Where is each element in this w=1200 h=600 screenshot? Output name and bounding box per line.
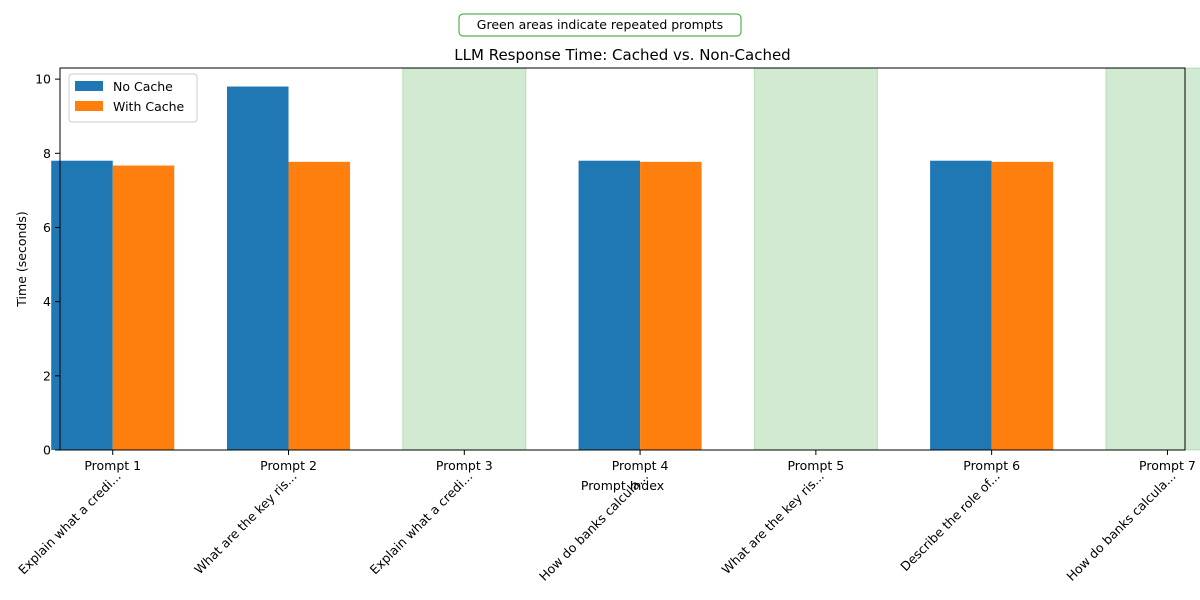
x-axis-label: Prompt Index: [581, 478, 664, 493]
bars: [51, 86, 1054, 451]
x-prompt-snippet: What are the key ris...: [719, 469, 827, 577]
x-prompt-snippet: Describe the role of...: [897, 469, 1002, 574]
bar-with-cache: [640, 161, 702, 451]
x-tick-label: Prompt 3: [436, 458, 493, 473]
y-tick-label: 6: [43, 220, 51, 235]
y-tick-label: 10: [35, 72, 51, 87]
bar-no-cache: [226, 86, 289, 450]
x-tick-label: Prompt 7: [1139, 458, 1196, 473]
x-tick-label: Prompt 2: [260, 458, 317, 473]
bar-with-cache: [991, 161, 1054, 451]
legend-label: With Cache: [113, 99, 185, 114]
legend-swatch: [75, 81, 103, 91]
y-tick-label: 0: [43, 443, 51, 458]
y-tick-label: 8: [43, 146, 51, 161]
x-tick-label: Prompt 6: [963, 458, 1020, 473]
plot-frame: [59, 67, 1186, 451]
highlight-band: [402, 67, 527, 451]
highlight-band: [1105, 67, 1200, 451]
y-tick-label: 2: [43, 368, 51, 383]
y-tick-label: 4: [43, 294, 51, 309]
x-tick-label: Prompt 5: [787, 458, 844, 473]
legend-label: No Cache: [113, 79, 173, 94]
repeated-prompt-highlights: [402, 67, 1200, 451]
y-axis-label: Time (seconds): [14, 211, 29, 307]
x-prompt-snippet: How do banks calcula...: [1063, 469, 1178, 584]
x-prompt-snippet: Explain what a credi...: [367, 469, 476, 578]
bar-no-cache: [930, 160, 992, 450]
x-tick-label: Prompt 4: [612, 458, 669, 473]
legend: No Cache With Cache: [68, 73, 198, 123]
bar-no-cache: [51, 160, 113, 450]
y-axis: 0 2 4 6 8 10: [35, 72, 60, 458]
highlight-band: [753, 67, 878, 451]
annotation-box: Green areas indicate repeated prompts: [458, 13, 742, 37]
annotation-text: Green areas indicate repeated prompts: [477, 17, 723, 32]
annotation-frame: [458, 13, 742, 37]
chart-title: LLM Response Time: Cached vs. Non-Cached: [454, 46, 790, 64]
x-prompt-snippet: What are the key ris...: [191, 469, 299, 577]
x-prompt-snippet: Explain what a credi...: [15, 469, 124, 578]
bar-with-cache: [288, 161, 351, 451]
legend-swatch: [75, 101, 103, 111]
bar-with-cache: [112, 165, 175, 451]
bar-no-cache: [578, 160, 641, 450]
x-tick-label: Prompt 1: [84, 458, 141, 473]
